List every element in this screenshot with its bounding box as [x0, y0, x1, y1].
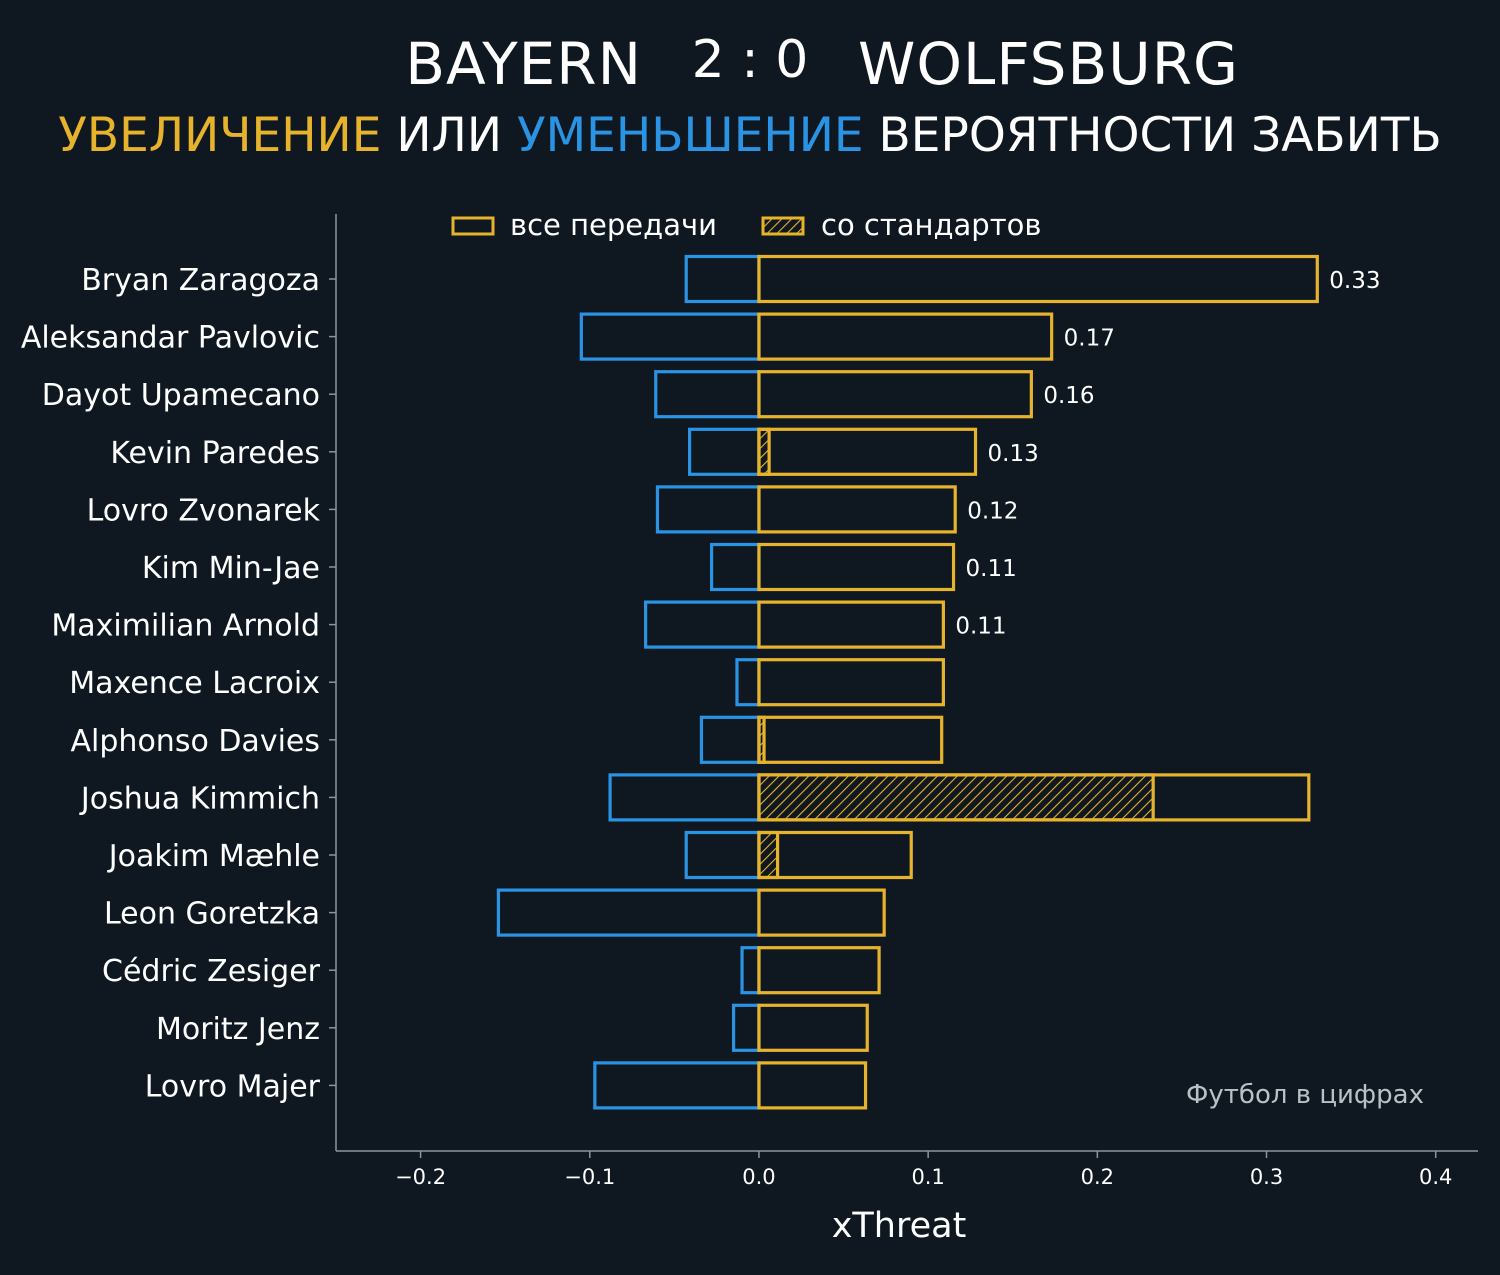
all-passes-bar [757, 888, 886, 937]
player-label: Bryan Zaragoza [81, 263, 320, 298]
source-credit: Футбол в цифрах [1186, 1080, 1424, 1110]
all-passes-bar [757, 1003, 869, 1052]
player-label: Leon Goretzka [104, 897, 320, 932]
all-passes-bar [757, 485, 957, 534]
value-label: 0.11 [966, 556, 1017, 582]
decrease-bar [593, 1061, 761, 1110]
subtitle-or: ИЛИ [381, 108, 517, 163]
value-label: 0.11 [955, 614, 1006, 640]
x-tick-label: 0.1 [911, 1165, 944, 1189]
decrease-bar [731, 1003, 761, 1052]
all-passes-bar [757, 370, 1033, 419]
player-label: Moritz Jenz [156, 1012, 320, 1047]
decrease-bar [735, 658, 761, 707]
subtitle-increase: УВЕЛИЧЕНИЕ [58, 108, 382, 163]
set-piece-bar [757, 830, 780, 880]
legend-label-set-pieces: со стандартов [821, 208, 1041, 242]
value-label: 0.13 [988, 441, 1039, 467]
x-tick-label: −0.2 [395, 1165, 446, 1189]
player-label: Alphonso Davies [71, 724, 320, 759]
match-header: BAYERN 2 : 0 WOLFSBURG [0, 22, 1500, 102]
player-label: Kevin Paredes [110, 436, 320, 471]
value-label: 0.16 [1043, 383, 1094, 409]
decrease-bar [608, 773, 761, 822]
subtitle-rest: ВЕРОЯТНОСТИ ЗАБИТЬ [863, 108, 1442, 163]
decrease-bar [687, 427, 761, 476]
legend-swatch-set-pieces [761, 216, 805, 236]
decrease-bar [496, 888, 761, 937]
player-label: Joakim Mæhle [107, 839, 320, 874]
x-tick-label: 0.0 [742, 1165, 775, 1189]
player-label: Cédric Zesiger [102, 954, 321, 989]
all-passes-bar [757, 600, 945, 649]
decrease-bar [644, 600, 761, 649]
all-passes-bar [757, 715, 944, 764]
all-passes-bar [757, 312, 1054, 361]
decrease-bar [654, 370, 761, 419]
player-label: Kim Min-Jae [142, 551, 320, 586]
decrease-bar [579, 312, 761, 361]
all-passes-bar [757, 658, 945, 707]
x-tick-label: 0.2 [1081, 1165, 1114, 1189]
player-label: Maximilian Arnold [51, 609, 320, 644]
x-tick-label: −0.1 [564, 1165, 615, 1189]
all-passes-bar [757, 830, 913, 880]
all-passes-bar [757, 1061, 868, 1110]
all-passes-bar [757, 427, 978, 476]
value-label: 0.12 [967, 498, 1018, 524]
legend-label-all-passes: все передачи [510, 208, 717, 242]
subtitle-decrease: УМЕНЬШЕНИЕ [516, 108, 864, 163]
decrease-bar [699, 715, 761, 764]
match-score: 2 : 0 [691, 30, 809, 90]
away-team: WOLFSBURG [858, 30, 1239, 98]
decrease-bar [684, 830, 761, 880]
value-label: 0.33 [1329, 268, 1380, 294]
decrease-bar [740, 946, 761, 995]
decrease-bar [684, 254, 761, 304]
legend-swatch-all-passes [451, 216, 495, 236]
x-axis-label: xThreat [832, 1206, 967, 1246]
x-tick-label: 0.4 [1419, 1165, 1452, 1189]
all-passes-bar [757, 773, 1311, 822]
x-tick-label: 0.3 [1250, 1165, 1283, 1189]
set-piece-bar [757, 773, 1155, 822]
decrease-bar [709, 542, 761, 592]
player-label: Lovro Majer [145, 1069, 321, 1104]
all-passes-bar [757, 542, 956, 592]
home-team: BAYERN [405, 30, 642, 98]
player-label: Joshua Kimmich [79, 781, 320, 816]
all-passes-bar [757, 254, 1319, 304]
value-label: 0.17 [1064, 326, 1115, 352]
chart-subtitle: УВЕЛИЧЕНИЕ ИЛИ УМЕНЬШЕНИЕ ВЕРОЯТНОСТИ ЗА… [0, 108, 1500, 163]
player-label: Dayot Upamecano [42, 378, 320, 413]
player-label: Maxence Lacroix [69, 666, 320, 701]
player-label: Aleksandar Pavlovic [21, 321, 320, 356]
all-passes-bar [757, 946, 881, 995]
decrease-bar [655, 485, 761, 534]
player-label: Lovro Zvonarek [87, 493, 321, 528]
